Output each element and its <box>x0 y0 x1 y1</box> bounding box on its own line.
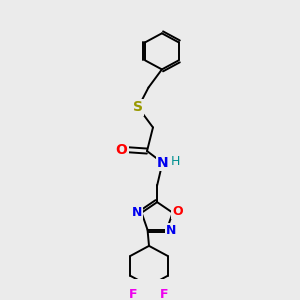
Text: F: F <box>129 288 138 300</box>
Text: S: S <box>133 100 143 115</box>
Text: N: N <box>166 224 177 237</box>
Text: F: F <box>160 288 169 300</box>
Text: H: H <box>170 154 180 168</box>
Text: N: N <box>157 156 168 170</box>
Text: N: N <box>132 206 142 219</box>
Text: O: O <box>172 205 183 218</box>
Text: O: O <box>116 143 128 157</box>
